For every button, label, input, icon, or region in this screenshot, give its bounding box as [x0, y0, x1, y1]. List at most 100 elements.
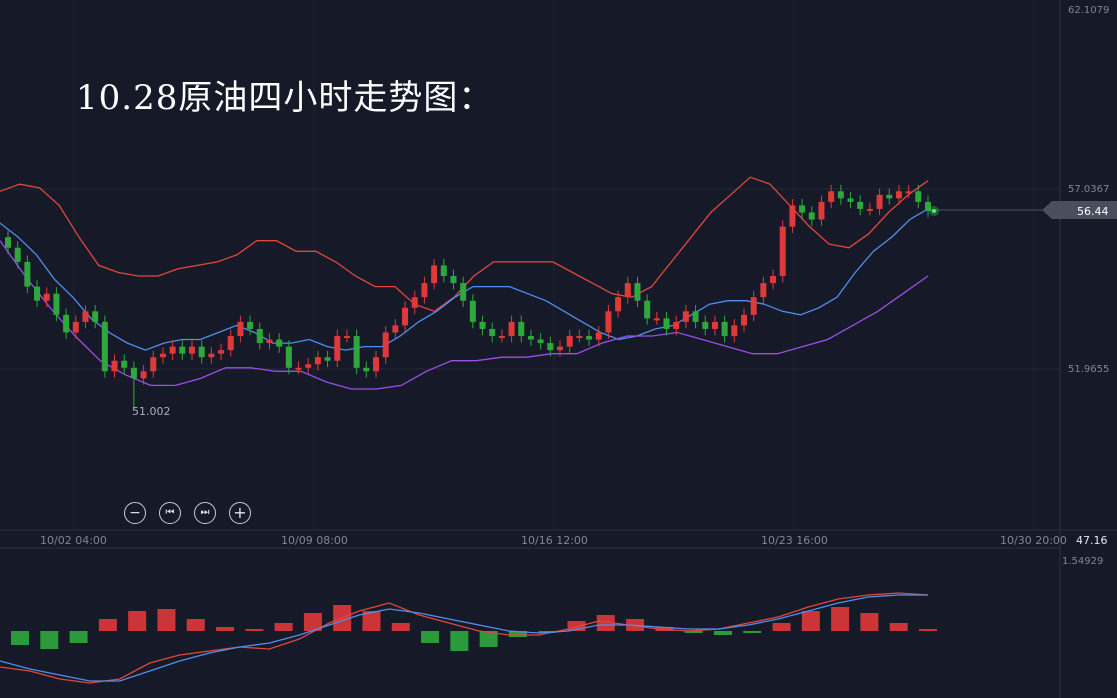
candle — [895, 191, 902, 199]
price-label-top: 62.1079 — [1068, 5, 1109, 16]
candle — [450, 276, 457, 284]
candle — [421, 283, 428, 298]
plus-icon: + — [233, 503, 247, 522]
current-price-tag — [1042, 201, 1117, 219]
macd-histogram-bar — [713, 631, 732, 635]
macd-histogram-bar — [303, 613, 322, 631]
candle — [818, 201, 825, 220]
last-price-dot — [932, 209, 936, 214]
time-label: 10/16 12:00 — [521, 534, 588, 547]
candle — [208, 353, 215, 358]
macd-histogram-bar — [391, 623, 410, 631]
macd-histogram-bar — [274, 623, 293, 631]
candle — [760, 283, 767, 298]
macd-histogram-bar — [508, 631, 527, 637]
first-button[interactable]: ⏮ — [159, 502, 181, 524]
candle — [808, 212, 815, 220]
candle — [508, 321, 515, 337]
candle — [624, 283, 631, 298]
macd-histogram-bar — [216, 627, 235, 631]
candle — [518, 321, 525, 337]
indicator-label: 1.54929 — [1062, 556, 1103, 567]
candle — [5, 237, 11, 248]
candle — [63, 314, 70, 333]
candle — [24, 261, 31, 287]
middle-band-line — [0, 208, 929, 351]
candle — [595, 332, 602, 340]
candle — [266, 339, 273, 344]
candle — [576, 336, 583, 339]
candle — [305, 364, 312, 368]
low-marker-label: 51.002 — [132, 405, 171, 418]
last-button[interactable]: ⏭ — [194, 502, 216, 524]
candle — [847, 198, 854, 202]
candle — [353, 336, 360, 368]
candle — [227, 336, 234, 351]
candle — [440, 265, 447, 277]
zoom-in-button[interactable]: + — [229, 502, 251, 524]
candle — [925, 201, 931, 212]
candle — [179, 346, 186, 354]
candle — [682, 311, 689, 322]
macd-histogram-bar — [684, 631, 703, 633]
candle — [886, 194, 893, 199]
candle — [479, 321, 486, 329]
candle — [295, 367, 302, 370]
candle — [247, 321, 254, 329]
current-price-label: 56.44 — [1077, 205, 1109, 218]
candle — [34, 286, 41, 301]
candle — [343, 336, 350, 339]
candle — [828, 191, 835, 202]
candle — [857, 201, 864, 209]
candle — [150, 357, 157, 372]
candle — [586, 336, 593, 340]
lower-band-line — [0, 240, 929, 390]
macd-histogram-bar — [128, 611, 147, 631]
macd-histogram-bar — [596, 615, 615, 631]
macd-line — [0, 592, 929, 684]
macd-histogram-bar — [860, 613, 879, 631]
price-label-upper: 57.0367 — [1068, 184, 1109, 195]
candle — [82, 311, 89, 322]
candle — [731, 325, 738, 337]
candle — [789, 205, 796, 227]
candle — [285, 346, 292, 368]
candle — [198, 346, 205, 358]
skip-back-icon: ⏮ — [165, 507, 175, 518]
macd-histogram-bar — [772, 623, 791, 631]
candle — [498, 336, 505, 339]
candle — [218, 350, 225, 354]
candle — [237, 321, 244, 337]
candle — [905, 191, 912, 194]
candle — [72, 321, 79, 333]
candle — [140, 371, 147, 379]
candle — [402, 307, 409, 326]
candle — [653, 318, 660, 321]
candle — [121, 360, 128, 368]
candle — [915, 191, 922, 202]
candle — [43, 293, 50, 301]
candle — [634, 283, 641, 301]
candle — [130, 367, 137, 379]
time-label: 10/23 16:00 — [761, 534, 828, 547]
zoom-out-button[interactable]: − — [124, 502, 146, 524]
candle — [741, 314, 747, 326]
skip-forward-icon: ⏭ — [200, 507, 210, 518]
candle — [431, 265, 438, 284]
candle — [334, 336, 341, 361]
macd-histogram-bar — [567, 621, 586, 631]
candle — [692, 311, 699, 322]
page-title: 10.28原油四小时走势图： — [76, 78, 494, 118]
candle — [866, 208, 873, 211]
candle — [169, 346, 176, 354]
candle — [392, 325, 399, 333]
macd-histogram-bar — [919, 629, 937, 631]
macd-histogram-bar — [831, 607, 850, 631]
candle — [92, 311, 99, 322]
candle — [605, 311, 612, 333]
candle — [489, 328, 496, 337]
candle — [537, 339, 544, 344]
candle — [469, 300, 476, 322]
